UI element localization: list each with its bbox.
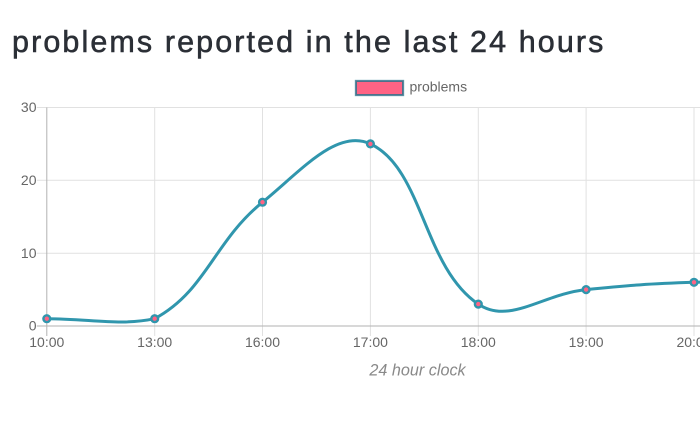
svg-text:20:00: 20:00 (676, 334, 700, 350)
svg-text:10:00: 10:00 (29, 334, 64, 350)
svg-text:problems reported in the last: problems reported in the last 24 hours (12, 25, 606, 59)
svg-text:19:00: 19:00 (569, 334, 604, 350)
svg-text:18:00: 18:00 (461, 334, 496, 350)
svg-text:16:00: 16:00 (245, 334, 280, 350)
svg-text:30: 30 (21, 99, 37, 115)
svg-text:24 hour clock: 24 hour clock (368, 362, 466, 380)
svg-text:17:00: 17:00 (353, 334, 388, 350)
svg-text:20: 20 (21, 172, 37, 188)
svg-text:13:00: 13:00 (137, 334, 172, 350)
svg-text:0: 0 (29, 318, 37, 334)
svg-text:problems: problems (410, 79, 468, 95)
svg-text:10: 10 (21, 245, 37, 261)
